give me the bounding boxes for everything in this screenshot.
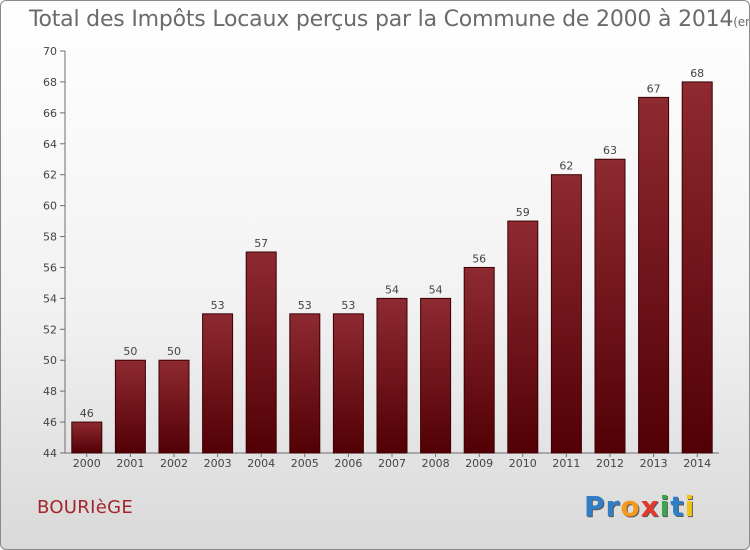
bar xyxy=(71,421,103,454)
bar-value-label: 54 xyxy=(429,283,443,296)
proxiti-logo: Proxiti xyxy=(584,490,695,523)
y-tick-label: 64 xyxy=(43,138,57,151)
bar-value-label: 50 xyxy=(123,345,137,358)
bar-value-label: 59 xyxy=(516,206,530,219)
x-tick-label: 2000 xyxy=(73,457,101,470)
y-tick-label: 54 xyxy=(43,292,57,305)
bar xyxy=(158,359,190,454)
commune-name: BOURIèGE xyxy=(37,497,133,518)
x-tick-label: 2006 xyxy=(334,457,362,470)
x-tick-label: 2001 xyxy=(116,457,144,470)
bar xyxy=(463,266,495,454)
bar xyxy=(507,220,539,454)
bar xyxy=(550,174,582,454)
y-tick-label: 66 xyxy=(43,107,57,120)
y-tick-label: 52 xyxy=(43,323,57,336)
logo-letter: r xyxy=(605,490,621,523)
y-tick-label: 50 xyxy=(43,354,57,367)
y-tick-label: 48 xyxy=(43,385,57,398)
bar xyxy=(114,359,146,454)
y-tick-label: 44 xyxy=(43,447,57,460)
chart-title-unit: (en milliers d'€) xyxy=(733,15,749,29)
y-tick-label: 70 xyxy=(43,45,57,58)
x-tick-label: 2011 xyxy=(552,457,580,470)
logo-letter: t xyxy=(670,490,685,523)
logo-letter: o xyxy=(620,490,641,523)
bar-value-label: 53 xyxy=(341,299,355,312)
bar xyxy=(638,96,670,454)
x-tick-label: 2008 xyxy=(422,457,450,470)
chart-title: Total des Impôts Locaux perçus par la Co… xyxy=(29,7,749,32)
x-tick-label: 2005 xyxy=(291,457,319,470)
x-tick-label: 2013 xyxy=(640,457,668,470)
bar-value-label: 53 xyxy=(298,299,312,312)
x-tick-label: 2003 xyxy=(204,457,232,470)
y-tick-label: 62 xyxy=(43,169,57,182)
bar xyxy=(202,313,234,454)
y-tick-label: 60 xyxy=(43,200,57,213)
y-tick-label: 46 xyxy=(43,416,57,429)
x-tick-label: 2014 xyxy=(683,457,711,470)
y-tick-label: 56 xyxy=(43,261,57,274)
chart-title-main: Total des Impôts Locaux perçus par la Co… xyxy=(29,7,734,32)
logo-letter: i xyxy=(659,490,671,523)
x-tick-label: 2010 xyxy=(509,457,537,470)
bar-value-label: 53 xyxy=(211,299,225,312)
bar xyxy=(245,251,277,454)
x-tick-label: 2007 xyxy=(378,457,406,470)
bar-value-label: 57 xyxy=(254,237,268,250)
bar xyxy=(681,81,713,454)
bar xyxy=(332,313,364,454)
bar-value-label: 46 xyxy=(80,407,94,420)
bar xyxy=(420,297,452,454)
x-tick-label: 2012 xyxy=(596,457,624,470)
bar xyxy=(289,313,321,454)
bar xyxy=(594,158,626,454)
bar-value-label: 67 xyxy=(647,82,661,95)
y-tick-label: 58 xyxy=(43,231,57,244)
bar-value-label: 63 xyxy=(603,144,617,157)
logo-letter: i xyxy=(684,490,696,523)
bar-value-label: 50 xyxy=(167,345,181,358)
bar-value-label: 56 xyxy=(472,252,486,265)
x-tick-label: 2009 xyxy=(465,457,493,470)
y-tick-label: 68 xyxy=(43,76,57,89)
bar-value-label: 62 xyxy=(559,160,573,173)
logo-letter: x xyxy=(640,490,660,523)
bar-value-label: 68 xyxy=(690,67,704,80)
bar-value-label: 54 xyxy=(385,283,399,296)
x-tick-label: 2002 xyxy=(160,457,188,470)
logo-letter: P xyxy=(584,490,606,523)
x-tick-label: 2004 xyxy=(247,457,275,470)
bar xyxy=(376,297,408,454)
